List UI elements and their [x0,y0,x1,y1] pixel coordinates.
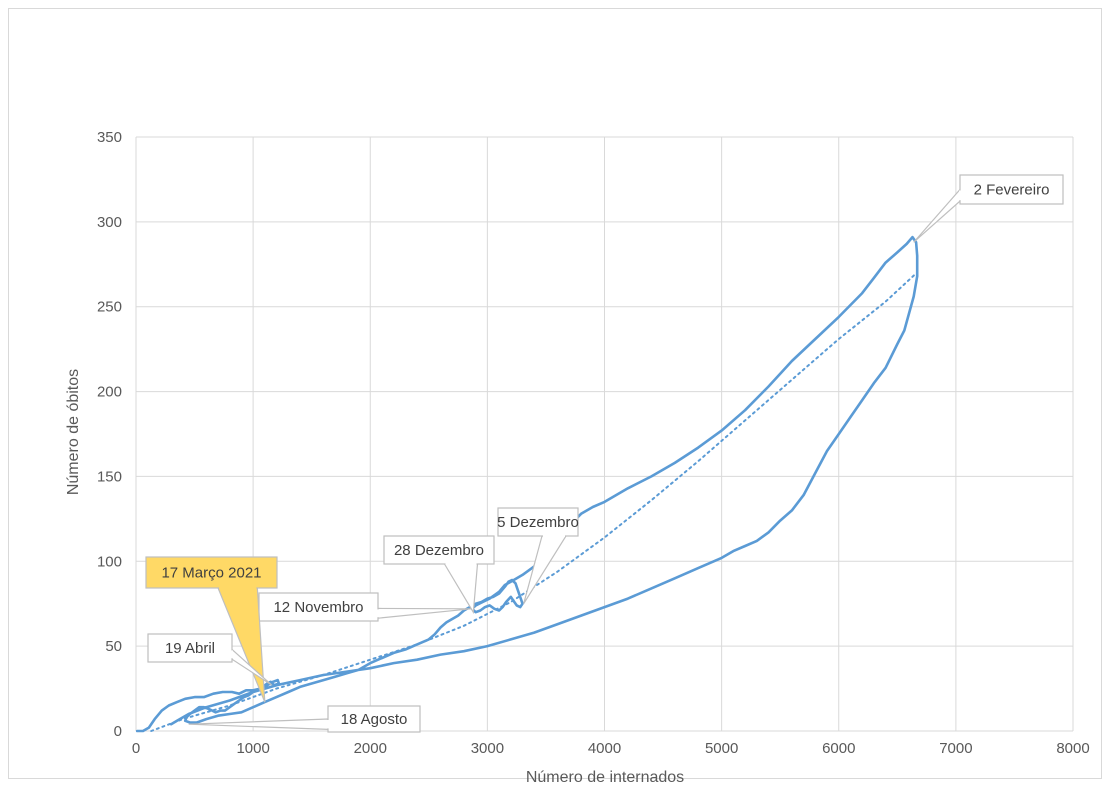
x-tick-label: 4000 [588,740,621,757]
y-tick-label: 100 [97,553,122,570]
annotation-callout: 12 Novembro [258,592,472,622]
y-tick-label: 350 [97,129,122,146]
callout-label: 12 Novembro [273,599,363,616]
x-tick-label: 5000 [705,740,738,757]
callouts: 2 Fevereiro 5 Dezembro 28 Dezembro 12 Novem… [145,174,1064,733]
y-tick-label: 250 [97,299,122,316]
callout-box [383,535,495,565]
trend-line [150,273,916,732]
gridlines [135,136,1074,732]
x-tick-label: 1000 [236,740,269,757]
callout-box [145,556,278,589]
callout-pointer [443,563,479,615]
callout-box [147,633,233,663]
callout-label: 19 Abril [165,640,215,657]
callout-label: 2 Fevereiro [974,182,1050,199]
x-tick-label: 8000 [1056,740,1089,757]
x-tick-label: 3000 [471,740,504,757]
callout-label: 5 Dezembro [497,514,579,531]
callout-box [497,507,579,537]
callout-pointer [913,187,961,243]
annotation-callout: 17 Março 2021 [145,556,278,703]
y-tick-label: 0 [114,723,122,740]
callout-box [959,174,1064,205]
callout-pointer [188,718,329,731]
annotation-callout: 2 Fevereiro [913,174,1064,243]
y-axis-title: Número de óbitos [65,369,82,495]
tick-labels: 0 1000 2000 3000 4000 5000 6000 7000 8000 0 50 100 1… [97,129,1090,757]
callout-box [258,592,379,622]
annotation-callout: 18 Agosto [188,705,421,733]
x-tick-label: 0 [132,740,140,757]
annotation-callout: 5 Dezembro [497,507,579,605]
y-tick-label: 150 [97,468,122,485]
y-tick-label: 300 [97,214,122,231]
x-tick-label: 7000 [939,740,972,757]
callout-label: 17 Março 2021 [161,565,261,582]
x-tick-label: 2000 [354,740,387,757]
callout-label: 18 Agosto [341,711,408,728]
y-tick-label: 50 [105,638,122,655]
x-axis-title: Número de internados [526,769,684,786]
callout-label: 28 Dezembro [394,542,484,559]
annotation-callout: 28 Dezembro [383,535,495,615]
annotation-callout: 19 Abril [147,633,273,686]
y-tick-label: 200 [97,384,122,401]
x-tick-label: 6000 [822,740,855,757]
callout-box [327,705,421,733]
